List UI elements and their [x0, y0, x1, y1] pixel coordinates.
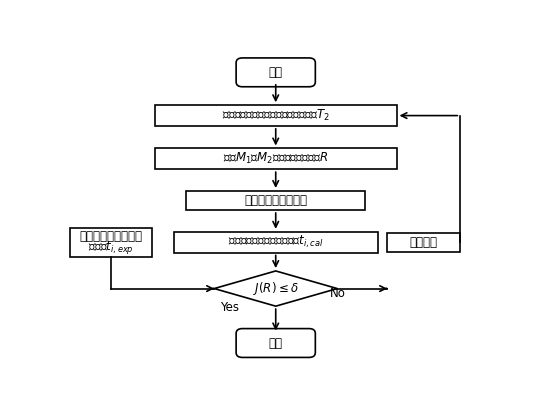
Text: $J(R)\leq\delta$: $J(R)\leq\delta$ — [253, 280, 299, 297]
Text: Yes: Yes — [221, 301, 239, 314]
Bar — [174, 232, 378, 253]
Polygon shape — [214, 271, 337, 306]
Text: 热传导问题的正计算: 热传导问题的正计算 — [244, 194, 307, 207]
Bar — [186, 191, 365, 210]
Text: 计算获得的超声波传播时间$t_{i,cal}$: 计算获得的超声波传播时间$t_{i,cal}$ — [228, 234, 323, 250]
Bar — [70, 228, 152, 257]
Text: 输入两种试件的材料参数、尺寸以及$T_2$: 输入两种试件的材料参数、尺寸以及$T_2$ — [222, 108, 330, 123]
Bar — [155, 105, 397, 126]
FancyBboxPatch shape — [236, 329, 315, 357]
Text: 优化求解: 优化求解 — [410, 235, 438, 249]
Text: 给定$M_1$和$M_2$接触面的接触热阻$R$: 给定$M_1$和$M_2$接触面的接触热阻$R$ — [223, 151, 328, 166]
FancyBboxPatch shape — [236, 58, 315, 87]
Text: 播时间$t_{i,exp}$: 播时间$t_{i,exp}$ — [88, 239, 134, 256]
Bar — [387, 233, 460, 252]
Text: No: No — [330, 287, 346, 300]
Text: 结束: 结束 — [268, 337, 283, 349]
Bar — [155, 149, 397, 169]
Text: 测量得到的超声波传: 测量得到的超声波传 — [80, 230, 143, 243]
Text: 开始: 开始 — [268, 66, 283, 79]
